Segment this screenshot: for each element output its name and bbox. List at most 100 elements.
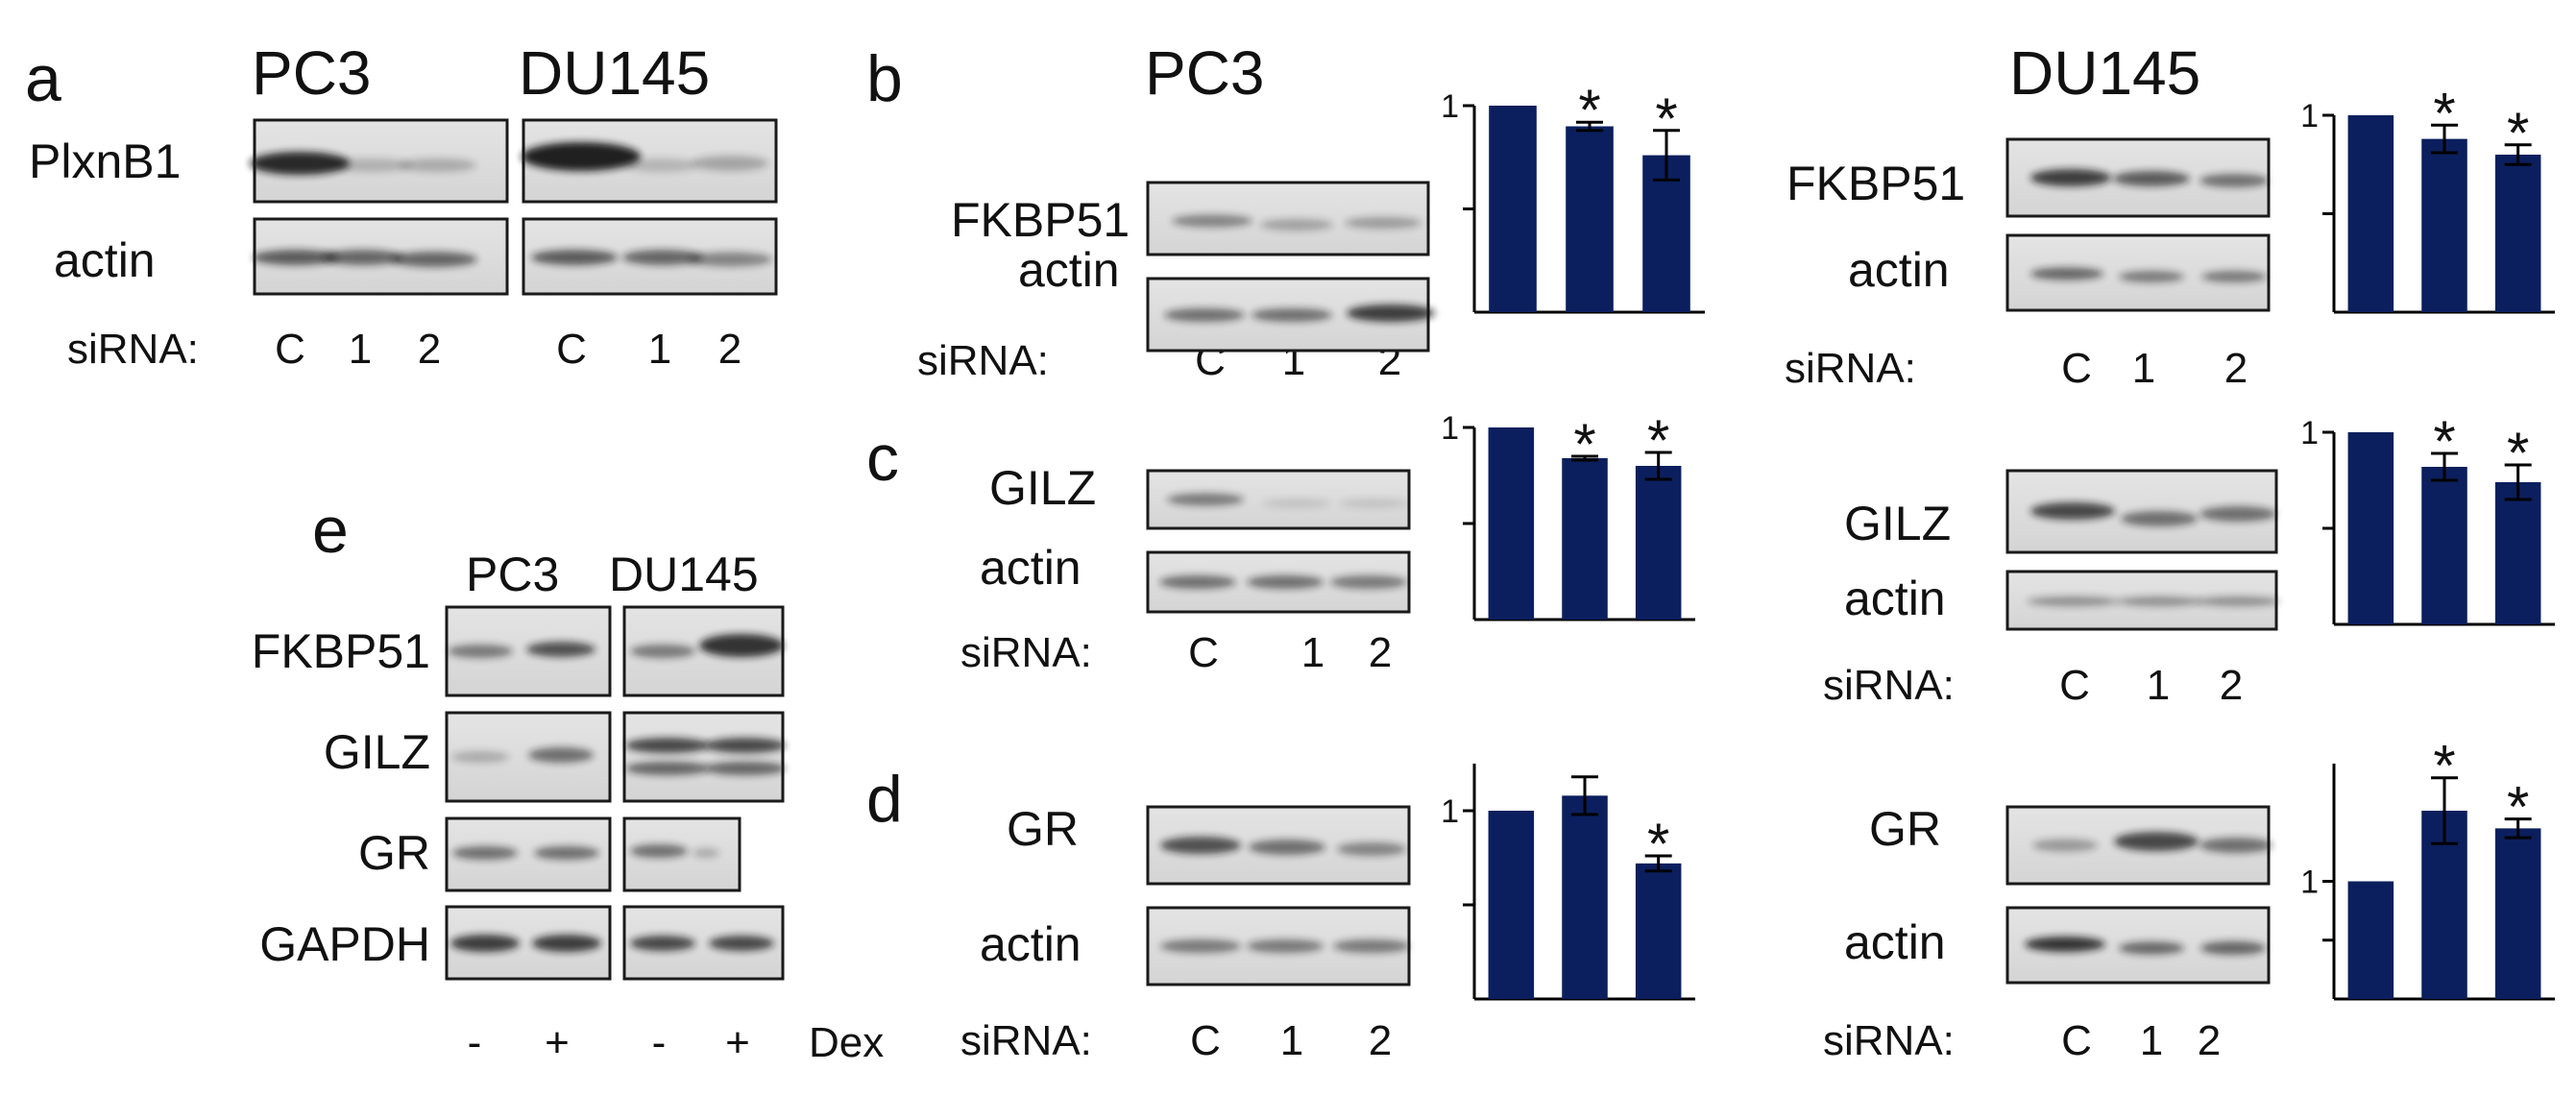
blot-band — [532, 935, 601, 952]
bar-2 — [2494, 482, 2541, 624]
blot-band — [1345, 217, 1422, 229]
lane-label-a-pc3-2: 2 — [418, 326, 441, 373]
blot-band — [2121, 511, 2198, 526]
blot-band — [2025, 937, 2105, 952]
blot-d-du145-gr — [2005, 805, 2272, 886]
lane-label-b-du145-c: C — [2061, 345, 2092, 392]
bar-2 — [1635, 466, 1682, 620]
lane-label-d-pc3-2: 2 — [1369, 1017, 1392, 1064]
protein-label-fkbp51-e: FKBP51 — [252, 624, 430, 678]
significance-asterisk: * — [2507, 101, 2529, 165]
cell-line-label-du145-e: DU145 — [609, 548, 759, 601]
significance-asterisk: * — [1573, 412, 1595, 476]
sirna-label-d-du145: siRNA: — [1823, 1017, 1955, 1064]
error-bar-2 — [2504, 463, 2532, 501]
protein-label-gr-d-pc3: GR — [1007, 802, 1079, 856]
blot-band — [1159, 575, 1236, 589]
blot-c-pc3-actin — [1146, 550, 1411, 614]
blot-d-du145-actin — [2005, 906, 2271, 985]
blot-band — [250, 152, 350, 175]
treatment-plus-pc3: + — [545, 1019, 570, 1066]
blot-band — [323, 250, 403, 265]
sirna-label-b-pc3: siRNA: — [917, 337, 1049, 384]
protein-label-gapdh-e: GAPDH — [259, 917, 430, 971]
blot-band — [2114, 832, 2199, 851]
blot-a-pc3-actin — [253, 217, 509, 296]
blot-e-du145-gapdh — [622, 905, 785, 981]
error-bar-2 — [1644, 854, 1672, 873]
lane-label-c-du145-2: 2 — [2220, 662, 2243, 709]
blot-a-du145-plxnb1 — [522, 118, 778, 204]
panel-label-b: b — [866, 42, 903, 115]
blot-band — [2030, 169, 2111, 186]
blot-band — [630, 645, 695, 658]
blot-band — [705, 762, 786, 775]
panel-label-c: c — [866, 422, 899, 495]
significance-asterisk: * — [2507, 775, 2529, 840]
blot-band — [2117, 597, 2201, 606]
blot-band — [1333, 939, 1410, 953]
blot-band — [1172, 214, 1252, 228]
bar-chart-d-pc3-gr: 1* — [1441, 764, 1695, 1001]
significance-asterisk: * — [2433, 81, 2455, 145]
bar-1 — [1566, 126, 1614, 312]
y-tick-label: 1 — [2300, 415, 2319, 451]
lane-label-a-du145-c: C — [556, 326, 587, 373]
bar-2 — [2494, 828, 2541, 999]
panel-label-d: d — [866, 763, 903, 836]
treatment-minus-du145: - — [652, 1019, 667, 1066]
blot-a-du145-actin — [522, 217, 778, 296]
blot-band — [1247, 939, 1324, 953]
blot-band — [2032, 839, 2098, 852]
protein-label-gilz-c-pc3: GILZ — [989, 461, 1096, 515]
cell-line-label-pc3-b: PC3 — [1145, 38, 1265, 108]
blot-band — [2201, 271, 2267, 282]
bar-C — [1489, 106, 1537, 312]
bar-1 — [1562, 795, 1608, 999]
bar-1 — [2421, 467, 2467, 624]
blot-band — [625, 738, 710, 753]
blot-band — [1160, 837, 1241, 854]
treatment-label-dex: Dex — [809, 1019, 884, 1066]
blot-band — [1249, 840, 1325, 855]
lane-label-c-pc3-2: 2 — [1369, 629, 1392, 676]
y-tick-label: 1 — [2300, 865, 2319, 901]
blot-band — [2027, 597, 2119, 606]
bar-C — [1488, 811, 1535, 999]
blot-band — [1252, 308, 1332, 322]
blot-band — [400, 158, 476, 172]
blot-band — [1247, 575, 1324, 589]
bar-1 — [1562, 458, 1608, 620]
significance-asterisk: * — [1647, 812, 1669, 876]
blot-band — [528, 747, 594, 763]
lane-label-d-pc3-c: C — [1190, 1017, 1221, 1064]
lane-label-d-du145-c: C — [2061, 1017, 2092, 1064]
protein-label-actin-c-du145: actin — [1844, 572, 1946, 625]
blot-band — [526, 642, 595, 657]
blot-band — [452, 846, 518, 860]
blot-e-pc3-gr — [445, 816, 612, 892]
bar-chart-b-du145-fkbp51: 1 * * — [2300, 81, 2555, 314]
error-bar-2 — [1653, 129, 1680, 182]
blot-band — [1339, 499, 1408, 508]
treatment-plus-du145: + — [725, 1019, 750, 1066]
lane-label-b-du145-2: 2 — [2224, 345, 2248, 392]
blot-c-du145-gilz — [2005, 469, 2278, 554]
blot-band — [709, 936, 774, 951]
blot-e-du145-gilz — [622, 711, 786, 803]
bar-C — [2347, 432, 2394, 624]
error-bar-2 — [2504, 817, 2532, 840]
blot-band — [2030, 502, 2115, 520]
error-bar-1 — [1576, 120, 1603, 133]
error-bar-1 — [2431, 123, 2458, 155]
protein-label-actin-b-pc3: actin — [1018, 243, 1120, 297]
protein-label-actin-d-pc3: actin — [980, 917, 1081, 971]
blot-band — [1347, 304, 1435, 322]
protein-label-fkbp51-b-pc3: FKBP51 — [951, 193, 1130, 247]
blot-band — [2113, 171, 2190, 186]
bar-2 — [2494, 155, 2541, 312]
bar-C — [2347, 881, 2394, 999]
error-bar-1 — [2431, 451, 2458, 482]
lane-label-a-du145-1: 1 — [648, 326, 671, 373]
blot-band — [622, 250, 703, 265]
